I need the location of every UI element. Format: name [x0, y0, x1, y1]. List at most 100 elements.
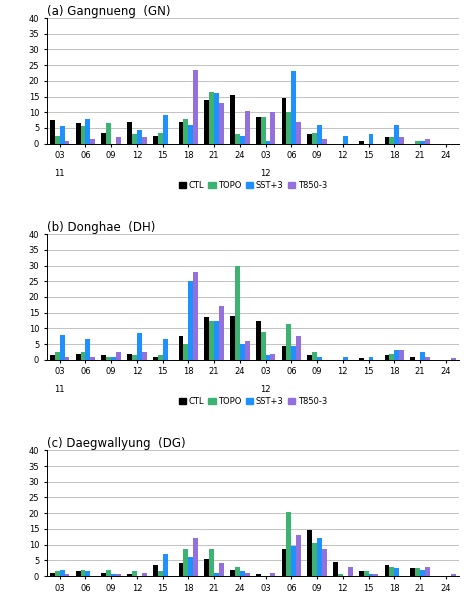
- Bar: [317, 538, 322, 576]
- Bar: [395, 568, 399, 576]
- Bar: [399, 350, 404, 360]
- Bar: [127, 574, 132, 576]
- Bar: [163, 554, 168, 576]
- Bar: [282, 346, 286, 360]
- Bar: [451, 574, 455, 576]
- Bar: [338, 574, 343, 576]
- Bar: [55, 136, 60, 143]
- Bar: [193, 272, 198, 360]
- Bar: [116, 574, 121, 576]
- Text: (c) Daegwallyung  (DG): (c) Daegwallyung (DG): [47, 437, 185, 451]
- Bar: [286, 112, 291, 143]
- Bar: [266, 140, 271, 143]
- Bar: [307, 355, 312, 360]
- Bar: [179, 563, 183, 576]
- Bar: [55, 352, 60, 360]
- Bar: [291, 546, 296, 576]
- Bar: [307, 530, 312, 576]
- Bar: [193, 70, 198, 143]
- Bar: [240, 344, 245, 360]
- Bar: [158, 571, 163, 576]
- Bar: [106, 570, 111, 576]
- Bar: [183, 119, 188, 143]
- Bar: [188, 281, 193, 360]
- Bar: [245, 573, 249, 576]
- Bar: [209, 92, 214, 143]
- Bar: [205, 317, 209, 360]
- Bar: [209, 549, 214, 576]
- Bar: [389, 137, 394, 143]
- Bar: [80, 570, 86, 576]
- Bar: [214, 94, 219, 143]
- Bar: [183, 344, 188, 360]
- Bar: [179, 122, 183, 143]
- Bar: [80, 352, 86, 360]
- Bar: [369, 356, 373, 360]
- Text: 12: 12: [260, 169, 271, 178]
- Bar: [86, 119, 90, 143]
- Bar: [420, 352, 425, 360]
- Bar: [415, 568, 420, 576]
- Bar: [76, 353, 80, 360]
- Bar: [163, 340, 168, 360]
- Bar: [317, 125, 322, 143]
- Legend: CTL, TOPO, SST+3, T850-3: CTL, TOPO, SST+3, T850-3: [178, 181, 327, 190]
- Bar: [348, 566, 352, 576]
- Bar: [395, 125, 399, 143]
- Bar: [116, 352, 121, 360]
- Bar: [282, 549, 286, 576]
- Text: 11: 11: [54, 169, 65, 178]
- Bar: [158, 133, 163, 143]
- Bar: [50, 120, 55, 143]
- Bar: [76, 571, 80, 576]
- Bar: [90, 356, 95, 360]
- Bar: [322, 549, 327, 576]
- Bar: [410, 568, 415, 576]
- Bar: [205, 100, 209, 143]
- Bar: [451, 358, 455, 360]
- Bar: [153, 356, 158, 360]
- Bar: [55, 571, 60, 576]
- Bar: [322, 139, 327, 143]
- Bar: [219, 307, 224, 360]
- Bar: [415, 140, 420, 143]
- Bar: [369, 574, 373, 576]
- Bar: [132, 134, 137, 143]
- Bar: [163, 115, 168, 143]
- Bar: [364, 571, 369, 576]
- Bar: [153, 565, 158, 576]
- Bar: [271, 353, 275, 360]
- Bar: [127, 122, 132, 143]
- Bar: [312, 352, 317, 360]
- Bar: [385, 137, 389, 143]
- Bar: [137, 130, 142, 143]
- Bar: [214, 320, 219, 360]
- Bar: [65, 140, 69, 143]
- Bar: [240, 136, 245, 143]
- Bar: [102, 355, 106, 360]
- Bar: [50, 573, 55, 576]
- Bar: [359, 358, 364, 360]
- Bar: [142, 352, 146, 360]
- Bar: [132, 571, 137, 576]
- Bar: [219, 103, 224, 143]
- Bar: [410, 356, 415, 360]
- Bar: [230, 316, 235, 360]
- Bar: [369, 134, 373, 143]
- Bar: [50, 355, 55, 360]
- Bar: [86, 340, 90, 360]
- Bar: [373, 574, 378, 576]
- Bar: [307, 134, 312, 143]
- Bar: [142, 573, 146, 576]
- Bar: [389, 566, 394, 576]
- Bar: [188, 557, 193, 576]
- Text: 12: 12: [260, 385, 271, 394]
- Bar: [158, 355, 163, 360]
- Bar: [385, 565, 389, 576]
- Bar: [102, 133, 106, 143]
- Bar: [425, 139, 430, 143]
- Bar: [137, 333, 142, 360]
- Bar: [209, 320, 214, 360]
- Bar: [219, 563, 224, 576]
- Bar: [132, 355, 137, 360]
